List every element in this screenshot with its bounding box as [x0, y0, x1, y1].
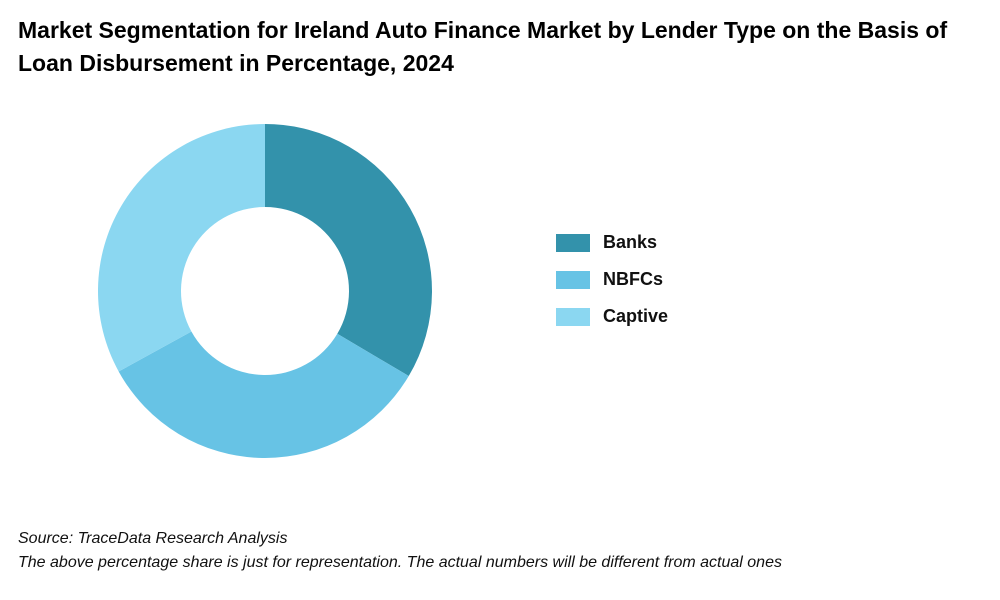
legend-swatch-captive: [556, 307, 590, 326]
legend-item-banks: Banks: [556, 224, 668, 261]
source-note: Source: TraceData Research Analysis: [18, 530, 288, 547]
legend: Banks NBFCs Captive: [556, 224, 668, 335]
footnote: Source: TraceData Research Analysis The …: [18, 527, 782, 575]
legend-item-captive: Captive: [556, 298, 668, 335]
chart-title: Market Segmentation for Ireland Auto Fin…: [18, 17, 948, 76]
legend-swatch-banks: [556, 233, 590, 252]
donut-slice-nbfcs: [118, 331, 409, 458]
legend-label-banks: Banks: [603, 232, 658, 252]
legend-label-captive: Captive: [603, 306, 669, 326]
legend-item-nbfcs: NBFCs: [556, 261, 668, 298]
legend-swatch-nbfcs: [556, 270, 590, 289]
disclaimer-note: The above percentage share is just for r…: [18, 554, 782, 571]
donut-slice-banks: [265, 124, 433, 377]
legend-label-nbfcs: NBFCs: [603, 269, 664, 289]
donut-slice-captive: [97, 123, 266, 372]
